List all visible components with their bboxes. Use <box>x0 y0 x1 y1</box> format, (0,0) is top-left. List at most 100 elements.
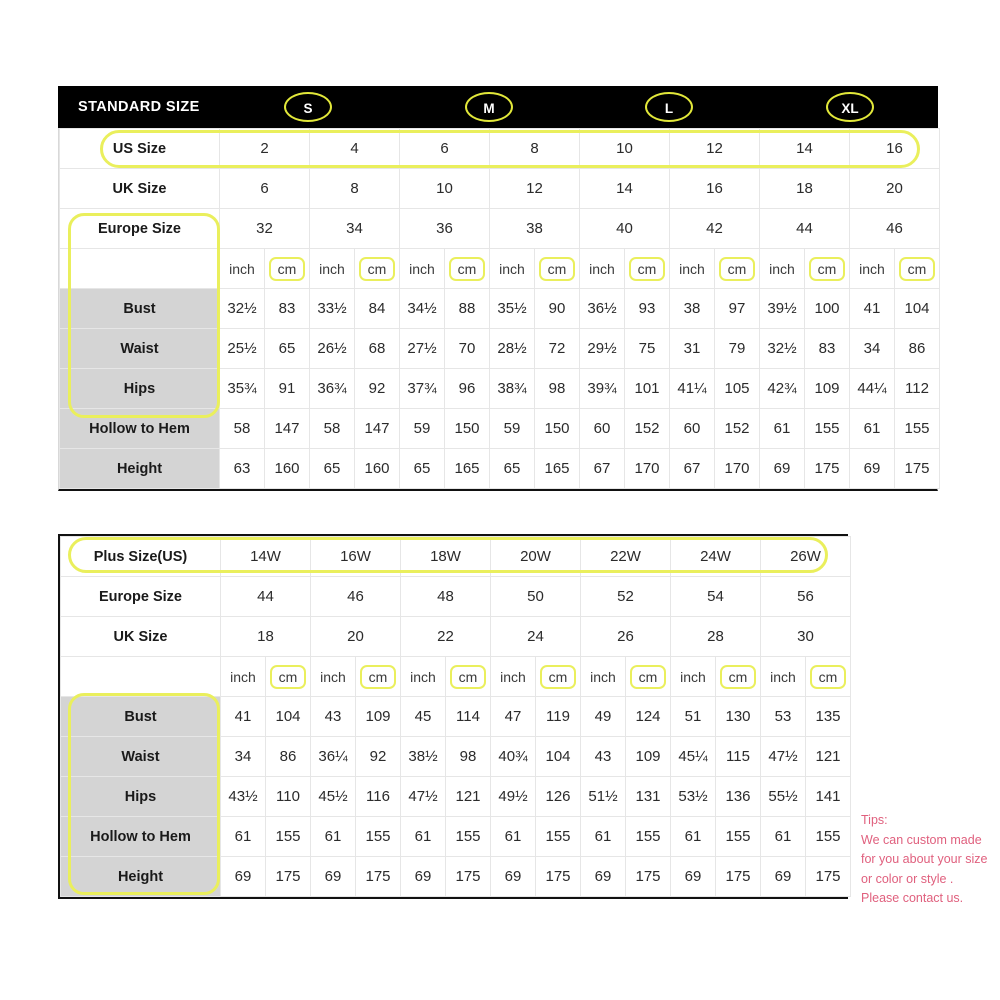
measure-value: 43 <box>580 736 626 777</box>
unit-cell-inch: inch <box>760 656 806 697</box>
size-value: 20 <box>849 168 940 209</box>
measure-value: 61 <box>849 408 895 449</box>
measure-value: 53 <box>760 696 806 737</box>
measure-value: 61 <box>490 816 536 857</box>
measure-value: 131 <box>625 776 671 817</box>
measure-value: 92 <box>354 368 400 409</box>
tips-line-4: or color or style . <box>861 871 954 886</box>
measure-value: 41 <box>849 288 895 329</box>
measure-value: 59 <box>489 408 535 449</box>
unit-cell-cm: cm <box>264 248 310 289</box>
measure-value: 84 <box>354 288 400 329</box>
measure-value: 91 <box>264 368 310 409</box>
size-value: 6 <box>219 168 310 209</box>
measure-value: 49 <box>580 696 626 737</box>
measure-value: 42¾ <box>759 368 805 409</box>
table-row: Europe Size 44 46 48 50 52 54 56 <box>60 576 851 617</box>
measure-value: 97 <box>714 288 760 329</box>
standard-size-title: STANDARD SIZE <box>78 99 200 115</box>
measure-value: 141 <box>805 776 851 817</box>
measure-value: 36¼ <box>310 736 356 777</box>
size-value: 52 <box>580 576 671 617</box>
size-value: 18 <box>220 616 311 657</box>
unit-cell-inch: inch <box>310 656 356 697</box>
cm-highlight-pill: cm <box>628 256 666 281</box>
measure-value: 101 <box>624 368 670 409</box>
measure-value: 105 <box>714 368 760 409</box>
measure-value: 67 <box>579 448 625 489</box>
size-value: 44 <box>220 576 311 617</box>
size-badge-l: L <box>645 92 693 122</box>
row-label-europe-size: Europe Size <box>59 208 220 249</box>
measure-value: 130 <box>715 696 761 737</box>
unit-cell-cm: cm <box>804 248 850 289</box>
measure-value: 31 <box>669 328 715 369</box>
measure-value: 155 <box>894 408 940 449</box>
measure-value: 39¾ <box>579 368 625 409</box>
unit-cell-cm: cm <box>445 656 491 697</box>
cm-highlight-pill: cm <box>448 256 486 281</box>
cm-highlight-pill: cm <box>719 664 757 689</box>
size-value: 12 <box>669 128 760 169</box>
measure-value: 126 <box>535 776 581 817</box>
size-value: 14 <box>759 128 850 169</box>
measure-value: 69 <box>400 856 446 897</box>
row-label-height: Height <box>59 448 220 489</box>
measure-value: 175 <box>804 448 850 489</box>
unit-cell-cm: cm <box>355 656 401 697</box>
table-row: UK Size 6 8 10 12 14 16 18 20 <box>59 168 940 209</box>
size-value: 22W <box>580 536 671 577</box>
unit-cell-inch: inch <box>579 248 625 289</box>
unit-cell-inch: inch <box>489 248 535 289</box>
size-value: 20 <box>310 616 401 657</box>
size-value: 54 <box>670 576 761 617</box>
measure-value: 98 <box>445 736 491 777</box>
measure-value: 110 <box>265 776 311 817</box>
size-value: 48 <box>400 576 491 617</box>
measure-value: 25½ <box>219 328 265 369</box>
measure-value: 69 <box>670 856 716 897</box>
plus-size-table: Plus Size(US) 14W 16W 18W 20W 22W 24W 26W Europe… <box>58 534 851 899</box>
table-row: Hips 43½ 110 45½ 116 47½ 121 49½ 126 51½ 131 53½ 136… <box>60 776 851 817</box>
tips-line-1: Tips: <box>861 813 888 827</box>
row-label-us-size: US Size <box>59 128 220 169</box>
measure-value: 109 <box>355 696 401 737</box>
size-value: 26 <box>580 616 671 657</box>
unit-cell-inch: inch <box>399 248 445 289</box>
measure-value: 170 <box>624 448 670 489</box>
measure-value: 35½ <box>489 288 535 329</box>
unit-row: inch cm inch cm inch cm inch cm inch cm inch cm inch… <box>59 248 940 289</box>
size-value: 50 <box>490 576 581 617</box>
table-row: Plus Size(US) 14W 16W 18W 20W 22W 24W 26W <box>60 536 851 577</box>
measure-value: 175 <box>805 856 851 897</box>
size-value: 56 <box>760 576 851 617</box>
measure-value: 175 <box>894 448 940 489</box>
size-value: 26W <box>760 536 851 577</box>
measure-value: 65 <box>489 448 535 489</box>
measure-value: 170 <box>714 448 760 489</box>
unit-cell-inch: inch <box>669 248 715 289</box>
size-value: 28 <box>670 616 761 657</box>
size-value: 32 <box>219 208 310 249</box>
measure-value: 34½ <box>399 288 445 329</box>
unit-cell-inch: inch <box>219 248 265 289</box>
measure-value: 155 <box>805 816 851 857</box>
table-row: UK Size 18 20 22 24 26 28 30 <box>60 616 851 657</box>
size-value: 24 <box>490 616 581 657</box>
size-value: 46 <box>310 576 401 617</box>
measure-value: 135 <box>805 696 851 737</box>
measure-value: 75 <box>624 328 670 369</box>
measure-value: 28½ <box>489 328 535 369</box>
size-value: 4 <box>309 128 400 169</box>
measure-value: 98 <box>534 368 580 409</box>
cm-highlight-pill: cm <box>808 256 846 281</box>
size-value: 14W <box>220 536 311 577</box>
measure-value: 155 <box>715 816 761 857</box>
measure-value: 104 <box>535 736 581 777</box>
measure-value: 55½ <box>760 776 806 817</box>
size-value: 16 <box>849 128 940 169</box>
measure-value: 58 <box>219 408 265 449</box>
unit-cell-cm: cm <box>715 656 761 697</box>
unit-row: inch cm inch cm inch cm inch cm inch cm inch cm inch… <box>60 656 851 697</box>
row-label-waist: Waist <box>59 328 220 369</box>
